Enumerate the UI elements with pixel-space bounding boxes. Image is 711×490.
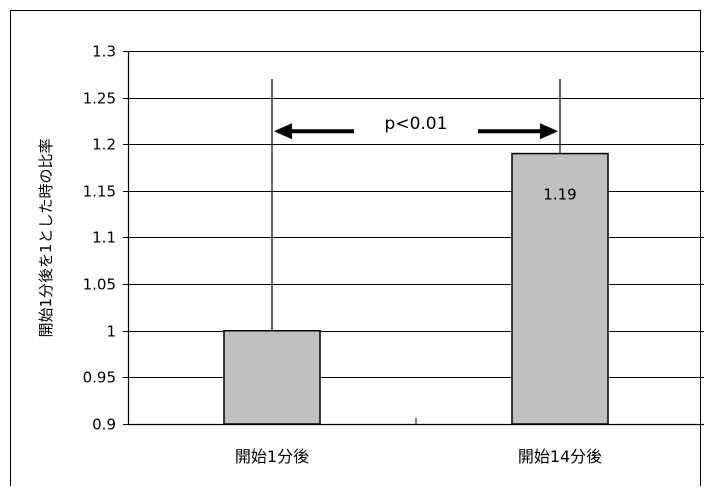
arrow-head-left [274,123,292,140]
x-tick-label: 開始1分後 [235,447,309,466]
y-tick-label: 1.1 [92,229,116,247]
y-ticks: 0.9 0.95 1 1.05 1.1 1.15 1.2 1.25 1.3 [83,43,128,434]
y-tick-label: 1.2 [92,136,116,154]
axes [127,51,704,426]
x-tick-label: 開始14分後 [518,447,602,466]
y-tick-label: 1.25 [83,90,116,108]
bars: 1.19 [223,152,609,425]
p-value-label: p<0.01 [385,114,448,134]
y-axis-label: 開始1分後を1とした時の比率 [37,138,55,337]
bar-data-label: 1.19 [543,186,576,204]
arrow-head-right [540,123,558,140]
gridlines [128,51,704,425]
y-tick-label: 1.3 [92,43,116,61]
bar [223,330,321,425]
significance-annotation [271,78,561,331]
y-tick-label: 0.9 [92,416,116,434]
chart-border [10,10,701,490]
y-tick-label: 0.95 [83,369,116,387]
y-tick-label: 1.05 [83,276,116,294]
y-tick-label: 1.15 [83,183,116,201]
y-tick-label: 1 [106,323,116,341]
x-tick-labels: 開始1分後 開始14分後 [235,447,602,466]
